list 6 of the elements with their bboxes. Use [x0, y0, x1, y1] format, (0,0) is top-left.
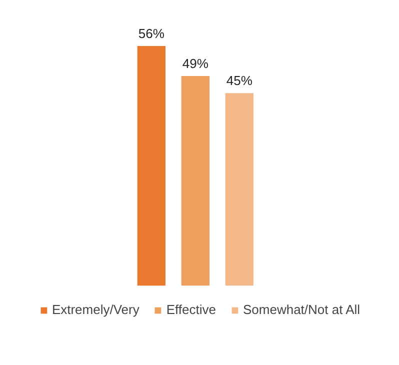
legend-label: Somewhat/Not at All: [242, 302, 360, 317]
data-label: 49%: [182, 56, 209, 71]
legend-label: Effective: [166, 302, 216, 317]
data-label: 56%: [138, 26, 165, 42]
legend-label: Extremely/Very: [52, 302, 140, 317]
data-label: 45%: [226, 73, 253, 88]
